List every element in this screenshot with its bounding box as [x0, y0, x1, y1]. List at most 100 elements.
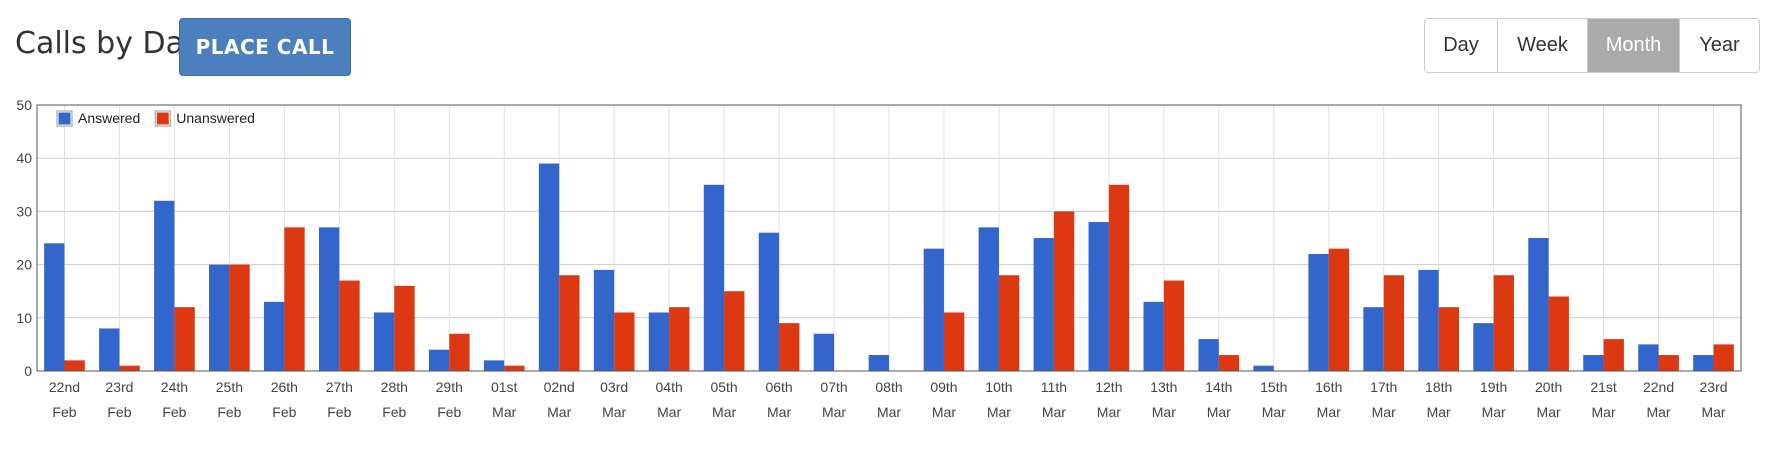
bar-answered — [1033, 238, 1054, 371]
x-tick-label-month: Mar — [932, 404, 956, 420]
x-tick-label-day: 21st — [1590, 379, 1617, 395]
x-tick-label-month: Mar — [987, 404, 1011, 420]
bar-answered — [1418, 269, 1439, 371]
x-tick-label-day: 03rd — [600, 379, 628, 395]
x-tick-label-day: 06th — [765, 379, 792, 395]
x-tick-label-day: 10th — [985, 379, 1012, 395]
x-tick-label-day: 13th — [1150, 379, 1177, 395]
x-tick-label-month: Feb — [162, 404, 186, 420]
bar-unanswered — [998, 275, 1020, 371]
bar-unanswered — [284, 227, 305, 371]
bar-answered — [483, 360, 505, 371]
bar-unanswered — [1163, 280, 1185, 371]
bar-unanswered — [174, 307, 195, 371]
page-title: Calls by Day — [15, 26, 202, 61]
range-day-button[interactable]: Day — [1425, 19, 1497, 72]
bar-unanswered — [339, 280, 360, 371]
x-tick-label-day: 07th — [820, 379, 847, 395]
x-tick-label-month: Mar — [492, 404, 516, 420]
x-tick-label-day: 29th — [436, 379, 463, 395]
x-tick-label-month: Mar — [1317, 404, 1341, 420]
x-tick-label-month: Mar — [1592, 404, 1616, 420]
x-tick-label-month: Mar — [767, 404, 791, 420]
bar-answered — [373, 312, 395, 371]
bar-unanswered — [669, 307, 690, 371]
x-tick-label-month: Mar — [877, 404, 901, 420]
bar-answered — [703, 184, 725, 371]
bar-unanswered — [229, 264, 250, 371]
x-tick-label-month: Mar — [1097, 404, 1121, 420]
x-tick-label-month: Feb — [327, 404, 351, 420]
range-year-button[interactable]: Year — [1679, 19, 1759, 72]
legend-swatch-unanswered — [155, 111, 170, 126]
bar-answered — [1088, 222, 1109, 371]
x-tick-label-day: 27th — [326, 379, 353, 395]
x-tick-label-day: 12th — [1095, 379, 1122, 395]
range-week-button[interactable]: Week — [1497, 19, 1587, 72]
x-tick-label-month: Mar — [1152, 404, 1176, 420]
place-call-button[interactable]: PLACE CALL — [179, 18, 351, 76]
x-tick-label-day: 23rd — [105, 379, 133, 395]
x-tick-label-month: Mar — [1042, 404, 1066, 420]
bar-answered — [538, 163, 560, 371]
x-tick-label-month: Feb — [382, 404, 406, 420]
bar-answered — [1638, 344, 1659, 371]
x-tick-label-day: 28th — [381, 379, 408, 395]
bar-unanswered — [1328, 248, 1350, 371]
bar-answered — [1363, 307, 1384, 371]
x-tick-label-day: 02nd — [544, 379, 575, 395]
x-tick-label-day: 23rd — [1700, 379, 1728, 395]
y-tick-label: 10 — [16, 310, 32, 326]
bar-answered — [978, 227, 999, 371]
x-tick-label-day: 22nd — [49, 379, 80, 395]
x-tick-label-day: 09th — [930, 379, 957, 395]
x-tick-label-day: 15th — [1260, 379, 1287, 395]
y-tick-label: 30 — [16, 203, 32, 219]
range-month-button[interactable]: Month — [1587, 19, 1679, 72]
bar-answered — [1583, 355, 1604, 371]
x-tick-label-month: Feb — [437, 404, 461, 420]
x-tick-label-month: Mar — [1701, 404, 1725, 420]
x-tick-label-month: Mar — [1482, 404, 1506, 420]
x-tick-label-day: 14th — [1205, 379, 1232, 395]
x-tick-label-day: 22nd — [1643, 379, 1674, 395]
x-tick-label-month: Mar — [822, 404, 846, 420]
y-tick-label: 40 — [16, 150, 32, 166]
x-tick-label-month: Mar — [1646, 404, 1670, 420]
bar-unanswered — [1658, 355, 1679, 371]
bar-answered — [593, 269, 615, 371]
plot-border — [36, 104, 1742, 372]
bar-answered — [1693, 355, 1714, 371]
x-tick-label-day: 11th — [1041, 379, 1067, 395]
x-tick-label-month: Feb — [52, 404, 76, 420]
legend-label-unanswered: Unanswered — [176, 110, 255, 126]
calls-bar-chart: 0 10 20 30 40 50 22nd Feb 23rd Feb 24th Feb 25th Feb 2… — [16, 97, 1742, 420]
bar-unanswered — [1438, 307, 1460, 371]
x-tick-label-month: Mar — [1207, 404, 1231, 420]
bar-answered — [648, 312, 670, 371]
legend-swatch-answered — [57, 111, 72, 126]
x-tick-label-day: 18th — [1425, 379, 1452, 395]
legend-label-answered: Answered — [78, 110, 140, 126]
x-tick-label-month: Feb — [272, 404, 296, 420]
x-tick-label-day: 19th — [1480, 379, 1507, 395]
bar-unanswered — [1548, 296, 1569, 371]
bar-answered — [1198, 339, 1219, 371]
bar-answered — [813, 333, 835, 371]
bar-answered — [1308, 253, 1329, 371]
legend-swatch-border — [154, 110, 171, 127]
bar-answered — [923, 248, 944, 371]
bar-unanswered — [1053, 211, 1075, 371]
bar-unanswered — [559, 275, 580, 371]
bar-unanswered — [64, 360, 85, 371]
x-tick-label-day: 16th — [1315, 379, 1342, 395]
bar-unanswered — [504, 365, 525, 371]
bar-answered — [1473, 323, 1494, 371]
x-tick-label-day: 25th — [216, 379, 243, 395]
x-tick-label-day: 05th — [710, 379, 737, 395]
x-tick-label-month: Mar — [602, 404, 626, 420]
x-tick-label-day: 01st — [491, 379, 518, 395]
bar-answered — [154, 200, 175, 371]
bar-unanswered — [1713, 344, 1734, 371]
bar-answered — [868, 355, 889, 371]
